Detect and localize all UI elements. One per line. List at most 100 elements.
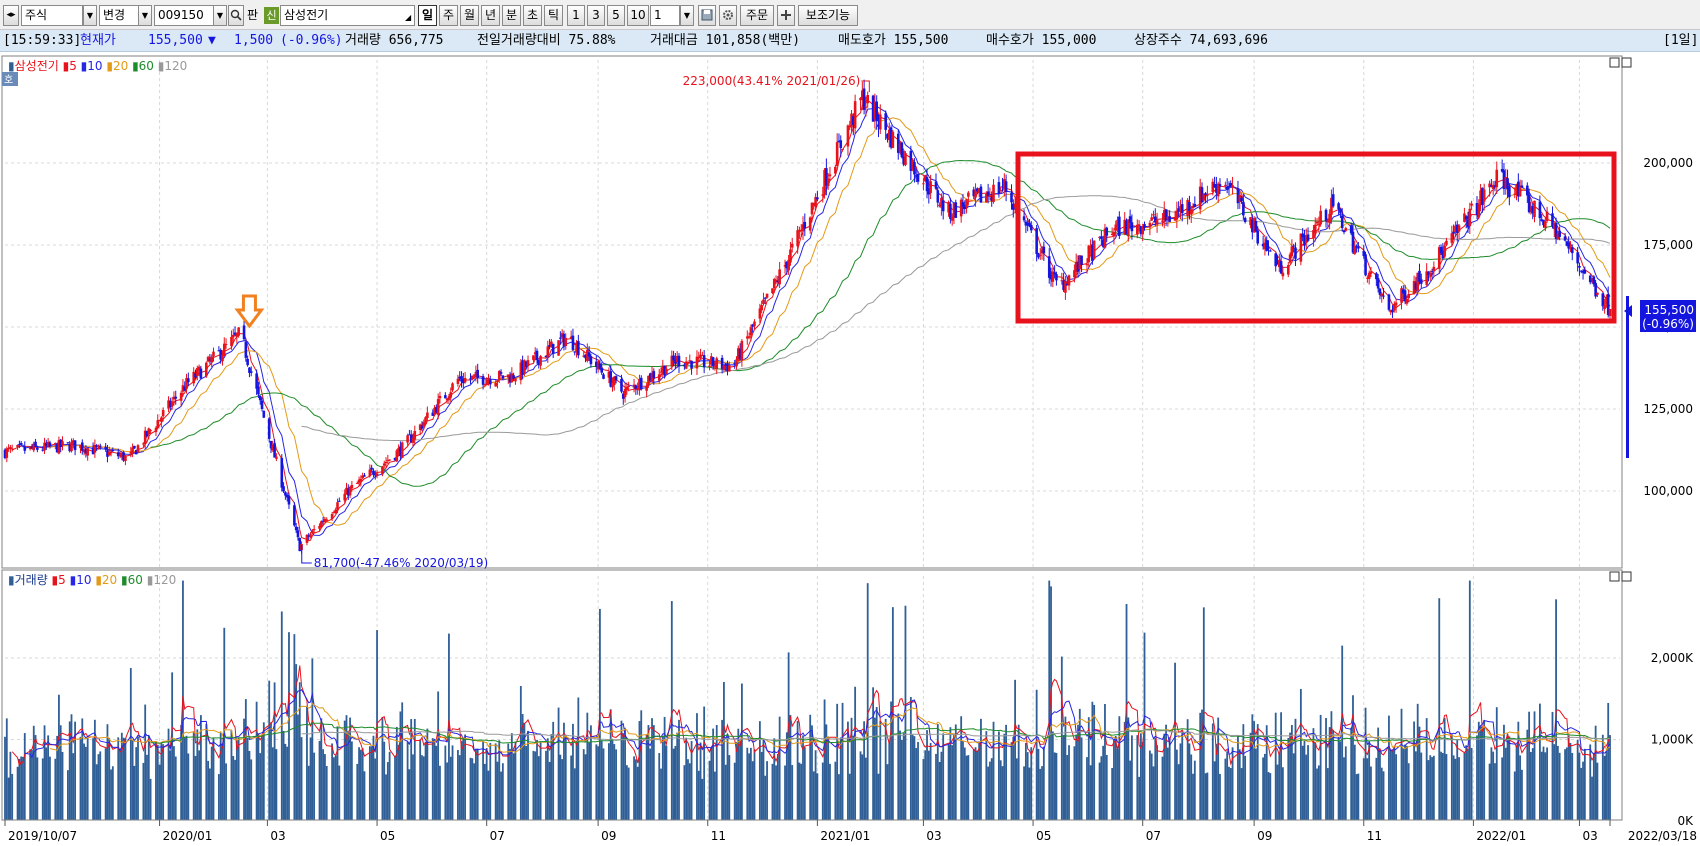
candle-body <box>1405 298 1409 304</box>
candle-body <box>740 340 744 361</box>
candle-body <box>431 412 435 416</box>
mode-select[interactable]: 변경 <box>99 5 139 26</box>
volume-bar <box>811 725 813 820</box>
change-value: 1,500 <box>234 33 274 48</box>
volume-bar <box>625 765 628 820</box>
volume-bar <box>607 743 610 820</box>
volume-bar <box>1152 766 1155 820</box>
aux-function-button[interactable]: 보조기능 <box>798 5 858 26</box>
market-dropdown-icon[interactable]: ▼ <box>83 5 97 26</box>
search-button[interactable] <box>228 5 244 26</box>
candle-body <box>363 475 366 477</box>
volume-bar <box>1073 746 1076 820</box>
settings-button[interactable] <box>719 5 737 26</box>
volume-bar <box>735 741 738 820</box>
candle-body <box>1414 282 1418 290</box>
period-button-5[interactable]: 초 <box>523 5 542 26</box>
candle-body <box>1251 219 1254 233</box>
volume-bar <box>1253 721 1256 820</box>
name-dropdown-icon[interactable]: ◢ <box>405 13 412 22</box>
candle-body <box>787 259 790 271</box>
volume-bar <box>1289 732 1291 820</box>
candle-body <box>1112 232 1116 237</box>
volume-bar <box>11 773 14 820</box>
candle-body <box>1143 224 1146 228</box>
volume-bar <box>1249 732 1252 820</box>
volume-bar <box>633 756 635 820</box>
candle-body <box>1517 181 1520 197</box>
volume-bar <box>1264 753 1266 820</box>
number-button-3[interactable]: 3 <box>587 5 605 26</box>
candle-body <box>710 356 713 365</box>
volume-bar <box>733 762 736 820</box>
candle-body <box>1425 271 1428 285</box>
volume-bar <box>282 730 285 820</box>
volume-bar <box>929 742 932 820</box>
save-button[interactable] <box>698 5 716 26</box>
candle-body <box>260 400 264 409</box>
stock-name-field[interactable]: 삼성전기 <box>280 5 415 26</box>
number-button-5[interactable]: 5 <box>607 5 625 26</box>
candle-body <box>1340 215 1344 229</box>
candle-body <box>925 177 929 192</box>
shares-text: 상장주수 74,693,696 <box>1134 33 1268 48</box>
candle-body <box>886 133 889 139</box>
add-button[interactable] <box>777 5 795 26</box>
count-dropdown-icon[interactable]: ▼ <box>680 5 694 26</box>
volume-bar <box>1492 751 1495 820</box>
volume-bar <box>739 739 742 820</box>
volume-bar <box>1601 734 1604 820</box>
candle-body <box>1506 178 1509 190</box>
volume-bar <box>1190 754 1193 820</box>
candle-body <box>136 445 140 453</box>
period-button-0[interactable]: 일 <box>418 5 437 26</box>
number-button-10[interactable]: 10 <box>627 5 649 26</box>
candle-body <box>107 451 111 456</box>
nav-arrows-button[interactable]: ◂▸ <box>3 5 19 26</box>
volume-bar <box>1226 751 1229 820</box>
candle-body <box>444 395 447 399</box>
period-button-3[interactable]: 년 <box>481 5 500 26</box>
period-button-6[interactable]: 틱 <box>544 5 563 26</box>
candle-body <box>70 442 73 452</box>
volume-bar <box>1168 737 1171 820</box>
code-dropdown-icon[interactable]: ▼ <box>213 5 227 26</box>
period-button-2[interactable]: 월 <box>460 5 479 26</box>
stock-code-input[interactable]: 009150 <box>154 5 214 26</box>
volume-bar <box>1015 758 1018 820</box>
count-input[interactable]: 1 <box>650 5 680 26</box>
candle-body <box>571 335 575 350</box>
volume-bar <box>989 761 991 820</box>
order-button[interactable]: 주문 <box>740 5 774 26</box>
candle-body <box>1481 187 1484 205</box>
volume-bar <box>532 750 535 820</box>
candle-body <box>481 376 485 385</box>
candle-body <box>305 534 309 543</box>
candle-body <box>382 463 386 466</box>
candle-body <box>1312 230 1315 239</box>
candle-body <box>273 443 276 458</box>
volume-bar <box>244 699 247 820</box>
volume-bar <box>358 747 360 820</box>
candle-body <box>1213 184 1216 188</box>
volume-bar <box>521 714 524 820</box>
period-button-4[interactable]: 분 <box>502 5 521 26</box>
period-button-1[interactable]: 주 <box>439 5 458 26</box>
number-button-1[interactable]: 1 <box>567 5 585 26</box>
candle-body <box>557 340 560 356</box>
volume-bar <box>307 765 310 820</box>
candle-body <box>1186 200 1189 217</box>
market-select[interactable]: 주식 <box>21 5 83 26</box>
candle-body <box>814 196 817 207</box>
stock-chart[interactable]: 200,000175,000150,000125,000100,0002,000… <box>0 52 1700 846</box>
candle-body <box>1139 226 1143 234</box>
candle-body <box>1249 217 1252 226</box>
volume-bar <box>1564 749 1566 820</box>
candle-body <box>1588 275 1592 283</box>
candle-body <box>233 332 237 335</box>
candle-body <box>158 419 161 422</box>
candle-body <box>244 341 248 358</box>
candle-body <box>521 360 524 375</box>
mode-dropdown-icon[interactable]: ▼ <box>138 5 152 26</box>
candle-body <box>506 374 510 378</box>
